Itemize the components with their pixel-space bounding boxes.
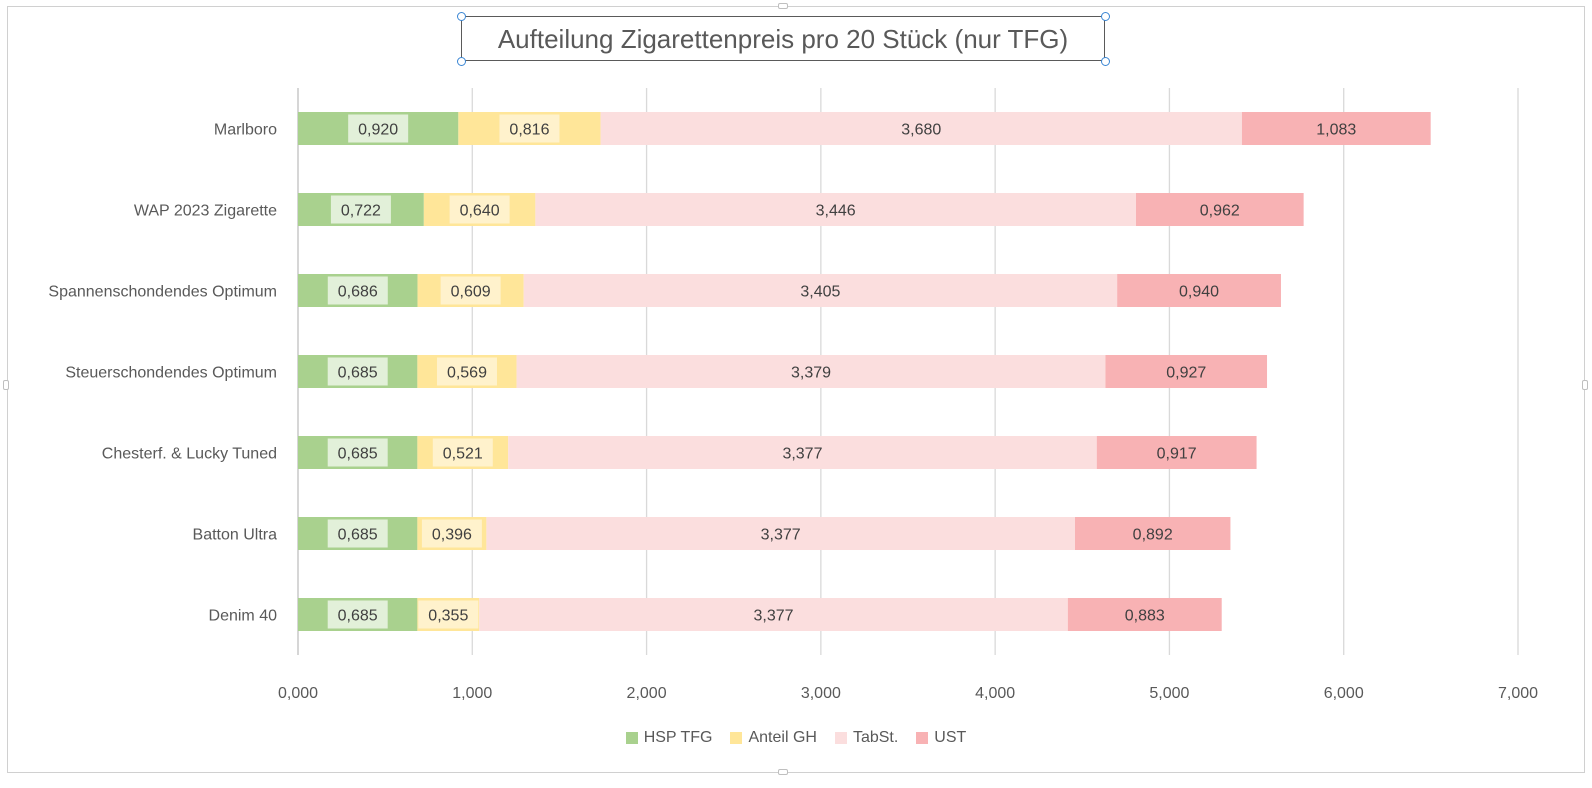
- data-label-background: [348, 114, 409, 143]
- data-label-background: [449, 195, 510, 224]
- data-label: 3,446: [816, 203, 856, 220]
- resize-handle-left[interactable]: [3, 380, 9, 390]
- data-label: 3,405: [800, 284, 840, 301]
- legend-item-hsp-tfg: HSP TFG: [625, 729, 713, 747]
- data-label-background: [891, 114, 952, 143]
- data-label-background: [805, 195, 866, 224]
- data-label-background: [327, 519, 388, 548]
- title-handle-top-left[interactable]: [457, 12, 466, 21]
- x-tick-label: 3,000: [801, 685, 841, 702]
- data-label-background: [1189, 195, 1250, 224]
- chart-title-box[interactable]: Aufteilung Zigarettenpreis pro 20 Stück …: [461, 16, 1105, 61]
- data-label: 3,379: [791, 365, 831, 382]
- data-label: 0,640: [460, 203, 500, 220]
- legend: HSP TFG Anteil GH TabSt. UST: [0, 729, 1592, 747]
- data-label: 3,377: [782, 446, 822, 463]
- data-label-background: [418, 600, 479, 629]
- data-label-background: [1146, 438, 1207, 467]
- data-label: 0,685: [338, 446, 378, 463]
- x-tick-label: 4,000: [975, 685, 1015, 702]
- category-label: Batton Ultra: [193, 527, 278, 544]
- data-label: 0,892: [1133, 527, 1173, 544]
- x-tick-label: 0,000: [278, 685, 318, 702]
- x-tick-label: 6,000: [1324, 685, 1364, 702]
- legend-label: HSP TFG: [643, 729, 713, 746]
- x-tick-label: 1,000: [452, 685, 492, 702]
- resize-handle-bottom[interactable]: [778, 769, 788, 775]
- title-handle-bottom-right[interactable]: [1101, 57, 1110, 66]
- x-tick-label: 7,000: [1498, 685, 1538, 702]
- title-handle-top-right[interactable]: [1101, 12, 1110, 21]
- data-label: 0,927: [1166, 365, 1206, 382]
- data-label: 0,920: [358, 122, 398, 139]
- legend-item-tabst: TabSt.: [834, 729, 899, 747]
- data-label: 0,609: [451, 284, 491, 301]
- resize-handle-right[interactable]: [1582, 380, 1588, 390]
- data-label-background: [1122, 519, 1183, 548]
- data-label: 0,685: [338, 608, 378, 625]
- data-label-background: [436, 357, 497, 386]
- legend-label: Anteil GH: [748, 729, 817, 746]
- data-label-background: [772, 438, 833, 467]
- data-label-background: [1156, 357, 1217, 386]
- legend-item-anteil-gh: Anteil GH: [730, 729, 817, 747]
- category-label: Marlboro: [214, 122, 277, 139]
- data-label-background: [1169, 276, 1230, 305]
- data-label: 3,377: [754, 608, 794, 625]
- category-label: Chesterf. & Lucky Tuned: [102, 446, 277, 463]
- data-label: 1,083: [1316, 122, 1356, 139]
- data-label: 0,685: [338, 527, 378, 544]
- data-label: 3,377: [761, 527, 801, 544]
- x-tick-label: 2,000: [627, 685, 667, 702]
- chart-title: Aufteilung Zigarettenpreis pro 20 Stück …: [497, 24, 1069, 54]
- data-label: 0,962: [1200, 203, 1240, 220]
- data-label-background: [327, 276, 388, 305]
- data-label: 0,722: [341, 203, 381, 220]
- legend-swatch: [834, 732, 847, 744]
- legend-swatch: [625, 732, 638, 744]
- data-label: 3,680: [901, 122, 941, 139]
- data-label: 0,940: [1179, 284, 1219, 301]
- data-label-background: [1306, 114, 1367, 143]
- category-label: Steuerschondendes Optimum: [65, 365, 277, 382]
- x-tick-label: 5,000: [1149, 685, 1189, 702]
- data-label: 0,521: [443, 446, 483, 463]
- data-label-background: [781, 357, 842, 386]
- data-label-background: [499, 114, 560, 143]
- data-label: 0,569: [447, 365, 487, 382]
- category-label: WAP 2023 Zigarette: [134, 203, 277, 220]
- data-label: 0,917: [1157, 446, 1197, 463]
- data-label-background: [440, 276, 501, 305]
- category-label: Spannenschondendes Optimum: [48, 284, 277, 301]
- legend-label: TabSt.: [852, 729, 899, 746]
- title-handle-bottom-left[interactable]: [457, 57, 466, 66]
- data-label-background: [743, 600, 804, 629]
- data-label: 0,685: [338, 365, 378, 382]
- legend-swatch: [916, 732, 929, 744]
- category-label: Denim 40: [209, 608, 278, 625]
- data-label: 0,396: [432, 527, 472, 544]
- data-label: 0,686: [338, 284, 378, 301]
- data-label-background: [432, 438, 493, 467]
- data-label-background: [327, 357, 388, 386]
- resize-handle-top[interactable]: [778, 3, 788, 9]
- data-label: 0,883: [1125, 608, 1165, 625]
- data-label-background: [327, 438, 388, 467]
- data-label-background: [330, 195, 391, 224]
- data-label-background: [750, 519, 811, 548]
- data-label-background: [790, 276, 851, 305]
- data-label-background: [421, 519, 482, 548]
- data-label-background: [327, 600, 388, 629]
- data-label: 0,355: [428, 608, 468, 625]
- legend-item-ust: UST: [916, 729, 966, 747]
- legend-swatch: [730, 732, 743, 744]
- legend-label: UST: [934, 729, 967, 746]
- data-label-background: [1114, 600, 1175, 629]
- data-label: 0,816: [509, 122, 549, 139]
